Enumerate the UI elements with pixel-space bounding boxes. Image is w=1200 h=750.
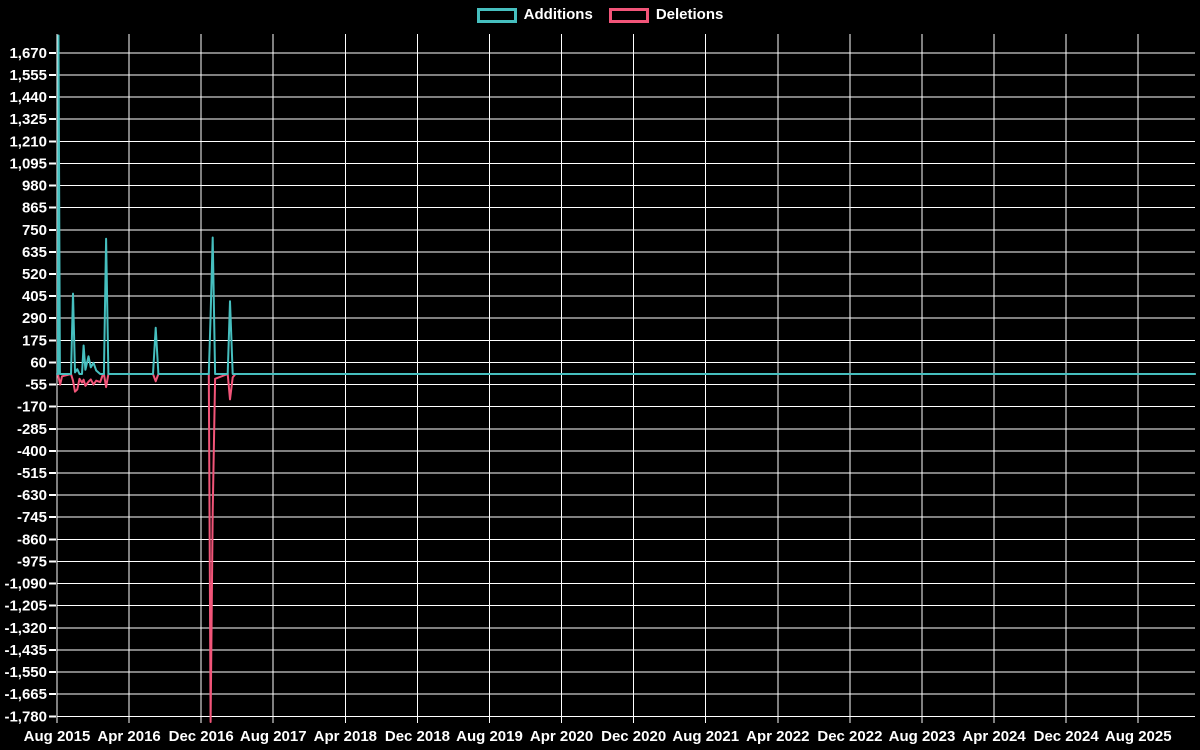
y-axis-label: 1,555 xyxy=(9,67,47,84)
y-axis-label: 175 xyxy=(22,332,47,349)
x-axis-label: Aug 2021 xyxy=(672,728,739,745)
y-axis-label: 520 xyxy=(22,266,47,283)
x-axis-label: Aug 2025 xyxy=(1105,728,1172,745)
y-axis-label: 1,440 xyxy=(9,89,47,106)
x-axis-label: Apr 2022 xyxy=(746,728,809,745)
y-axis-label: -1,665 xyxy=(4,686,47,703)
y-axis-label: -1,320 xyxy=(4,620,47,637)
additions-legend-swatch xyxy=(476,7,517,23)
y-axis-label: -170 xyxy=(17,399,47,416)
x-axis-label: Dec 2018 xyxy=(385,728,450,745)
x-axis-label: Dec 2016 xyxy=(169,728,234,745)
x-axis-label: Aug 2015 xyxy=(24,728,91,745)
y-axis-label: 1,325 xyxy=(9,111,47,128)
y-axis-label: 635 xyxy=(22,244,47,261)
legend-item-deletions[interactable]: Deletions xyxy=(608,6,724,23)
y-axis-label: -1,435 xyxy=(4,642,47,659)
y-axis-label: -515 xyxy=(17,465,47,482)
y-axis-label: 60 xyxy=(30,354,47,371)
deletions-legend-label: Deletions xyxy=(655,6,724,23)
x-axis-label: Apr 2016 xyxy=(97,728,160,745)
y-axis-label: 290 xyxy=(22,310,47,327)
y-axis-label: 1,210 xyxy=(9,133,47,150)
y-axis-label: -975 xyxy=(17,553,47,570)
y-axis-label: -1,205 xyxy=(4,598,47,615)
x-axis-label: Dec 2024 xyxy=(1034,728,1100,745)
x-axis-label: Apr 2018 xyxy=(314,728,377,745)
chart-legend: Additions Deletions xyxy=(0,7,1200,23)
additions-legend-label: Additions xyxy=(523,6,593,23)
y-axis-label: -860 xyxy=(17,531,47,548)
x-axis-label: Apr 2020 xyxy=(530,728,593,745)
y-axis-label: -1,780 xyxy=(4,708,47,725)
y-axis-label: 405 xyxy=(22,288,47,305)
y-axis-label: -1,550 xyxy=(4,664,47,681)
x-axis-label: Aug 2019 xyxy=(456,728,523,745)
y-axis-label: 980 xyxy=(22,178,47,195)
legend-item-additions[interactable]: Additions xyxy=(476,6,593,23)
y-axis-label: -55 xyxy=(25,377,47,394)
series-line-deletions xyxy=(56,373,1196,723)
x-axis-label: Apr 2024 xyxy=(962,728,1026,745)
y-axis-label: 1,095 xyxy=(9,155,47,172)
series-line-additions xyxy=(56,34,1196,375)
y-axis-label: 1,670 xyxy=(9,45,47,62)
x-axis-label: Aug 2017 xyxy=(240,728,307,745)
y-axis-label: -285 xyxy=(17,421,47,438)
y-axis-label: -400 xyxy=(17,443,47,460)
y-axis-label: -630 xyxy=(17,487,47,504)
x-axis-label: Dec 2022 xyxy=(817,728,882,745)
y-axis-label: -1,090 xyxy=(4,576,47,593)
y-axis-label: 865 xyxy=(22,200,47,217)
x-axis-label: Dec 2020 xyxy=(601,728,666,745)
x-axis-label: Aug 2023 xyxy=(889,728,956,745)
y-axis-label: -745 xyxy=(17,509,47,526)
deletions-legend-swatch xyxy=(608,7,649,23)
y-axis-label: 750 xyxy=(22,222,47,239)
